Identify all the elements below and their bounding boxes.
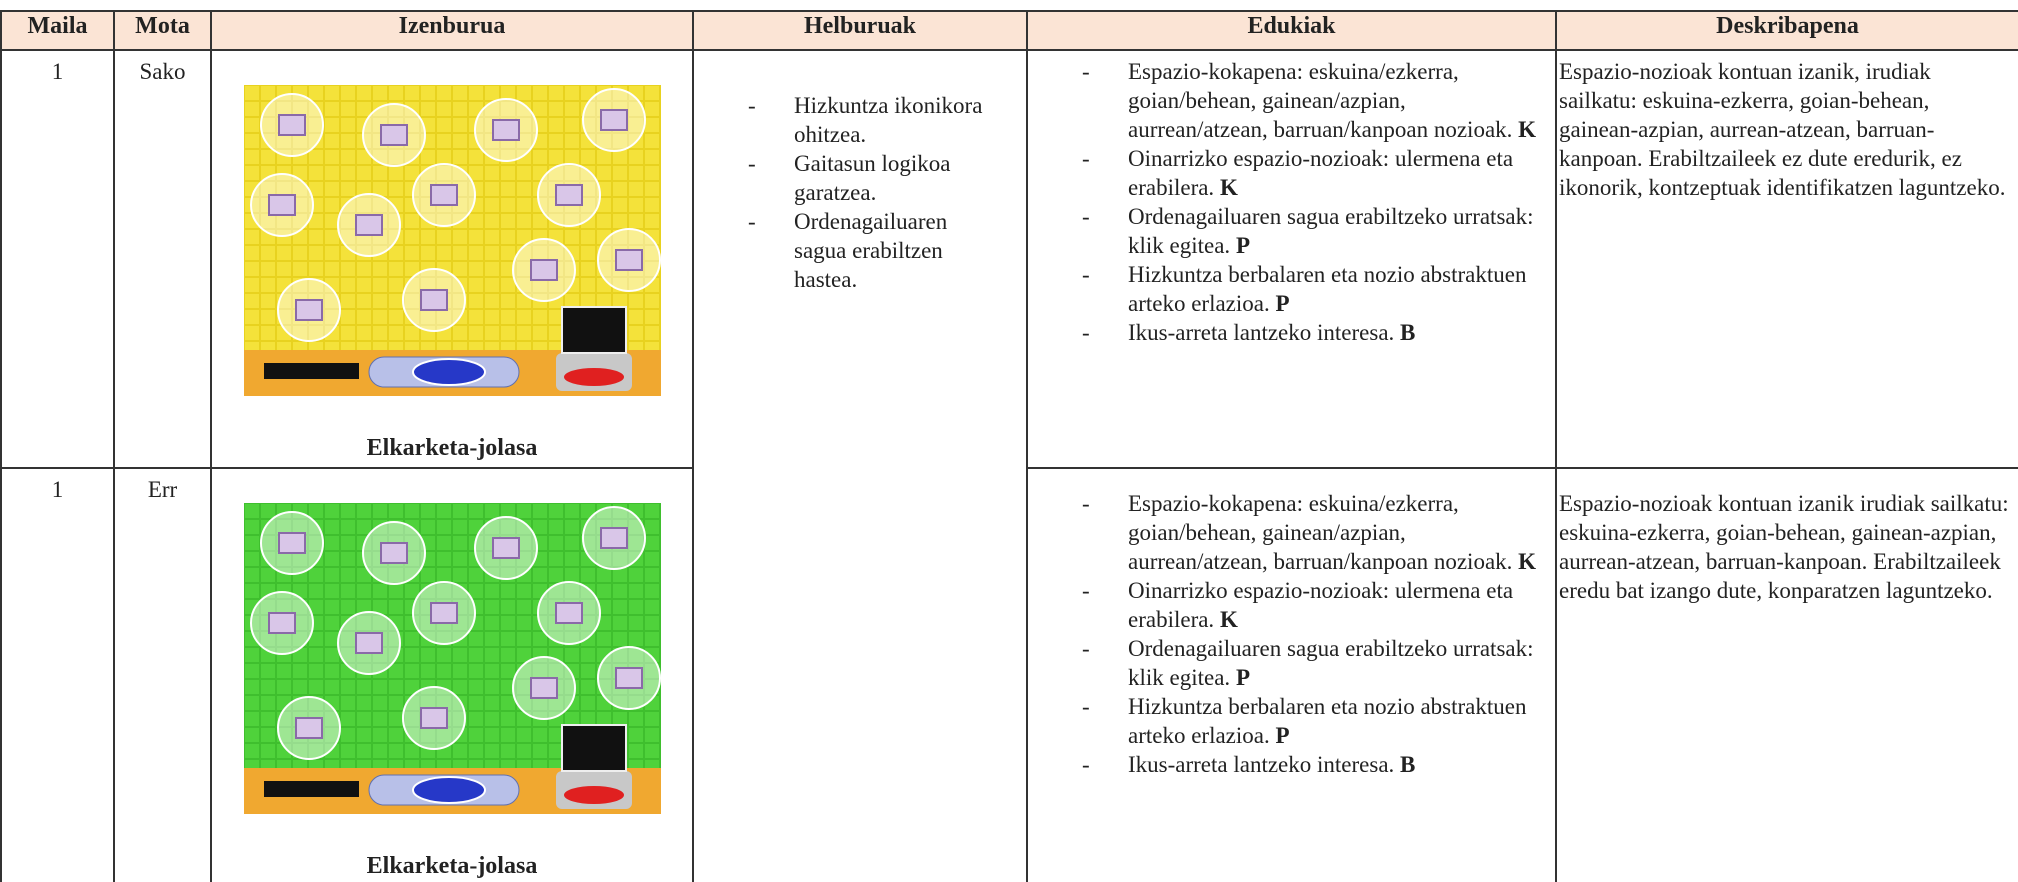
- screenshot-shape: [354, 214, 383, 236]
- screenshot-shape: [554, 602, 583, 624]
- game-screenshot: [243, 503, 661, 814]
- content-text: Ordenagailuaren sagua erabiltzeko urrats…: [1128, 204, 1534, 258]
- screenshot-shape: [614, 667, 643, 689]
- header-row: Maila Mota Izenburua Helburuak Edukiak D…: [0, 10, 2018, 51]
- content-list: Espazio-kokapena: eskuina/ezkerra, goian…: [1028, 489, 1555, 779]
- content-text: Espazio-kokapena: eskuina/ezkerra, goian…: [1128, 59, 1513, 142]
- content-code: K: [1219, 607, 1238, 632]
- content-text: Ikus-arreta lantzeko interesa.: [1128, 320, 1395, 345]
- maila-cell: 1: [0, 49, 115, 469]
- content-text: Oinarrizko espazio-nozioak: ulermena eta…: [1128, 578, 1514, 632]
- screenshot-shape: [563, 786, 624, 804]
- screenshot-shape: [560, 724, 627, 772]
- content-item: Oinarrizko espazio-nozioak: ulermena eta…: [1028, 576, 1555, 634]
- content-code: P: [1235, 665, 1250, 690]
- header-cell: Helburuak: [692, 10, 1028, 51]
- goal-item: Gaitasun logikoa garatzea.: [694, 149, 1026, 207]
- screenshot-shape: [599, 109, 628, 131]
- screenshot-shape: [277, 532, 306, 554]
- header-cell: Deskribapena: [1555, 10, 2018, 51]
- screenshot-shape: [560, 306, 627, 354]
- screenshot-shape: [294, 717, 323, 739]
- content-list: Espazio-kokapena: eskuina/ezkerra, goian…: [1028, 57, 1555, 347]
- screenshot-shape: [563, 368, 624, 386]
- screenshot-shape: [267, 194, 296, 216]
- screenshot-shape: [529, 677, 558, 699]
- screenshot-shape: [614, 249, 643, 271]
- deskribapena-cell: Espazio-nozioak kontuan izanik, irudiak …: [1555, 49, 2018, 469]
- content-code: K: [1219, 175, 1238, 200]
- screenshot-shape: [354, 632, 383, 654]
- screenshot-shape: [379, 542, 408, 564]
- deskribapena-cell: Espazio-nozioak kontuan izanik irudiak s…: [1555, 467, 2018, 882]
- header-cell: Maila: [0, 10, 115, 51]
- goal-list: Hizkuntza ikonikora ohitzea.Gaitasun log…: [694, 91, 1026, 294]
- content-item: Hizkuntza berbalaren eta nozio abstraktu…: [1028, 260, 1555, 318]
- screenshot-shape: [554, 184, 583, 206]
- screenshot-shape: [379, 124, 408, 146]
- content-code: P: [1275, 291, 1290, 316]
- screenshot-shape: [263, 363, 359, 379]
- row: 1 Err Elkarketa-jolasa Espazio-kokapena:…: [0, 467, 2018, 882]
- mota-cell: Err: [113, 467, 212, 882]
- content-code: B: [1400, 320, 1416, 345]
- screenshot-shape: [529, 259, 558, 281]
- goal-item: Ordenagailuaren sagua erabiltzen hastea.: [694, 207, 1026, 294]
- content-item: Espazio-kokapena: eskuina/ezkerra, goian…: [1028, 57, 1555, 144]
- content-text: Espazio-kokapena: eskuina/ezkerra, goian…: [1128, 491, 1513, 574]
- content-item: Espazio-kokapena: eskuina/ezkerra, goian…: [1028, 489, 1555, 576]
- helburuak-cell: Hizkuntza ikonikora ohitzea.Gaitasun log…: [692, 49, 1028, 882]
- screenshot-shape: [491, 537, 520, 559]
- content-item: Ordenagailuaren sagua erabiltzeko urrats…: [1028, 634, 1555, 692]
- screenshot-shape: [267, 612, 296, 634]
- content-text: Oinarrizko espazio-nozioak: ulermena eta…: [1128, 146, 1514, 200]
- caption: Elkarketa-jolasa: [366, 435, 538, 461]
- header-cell: Izenburua: [210, 10, 694, 51]
- content-code: P: [1235, 233, 1250, 258]
- izenburua-cell: Elkarketa-jolasa: [210, 467, 694, 882]
- goal-item: Hizkuntza ikonikora ohitzea.: [694, 91, 1026, 149]
- screenshot-shape: [294, 299, 323, 321]
- page: Maila Mota Izenburua Helburuak Edukiak D…: [0, 10, 2018, 882]
- screenshot-shape: [429, 184, 458, 206]
- content-item: Hizkuntza berbalaren eta nozio abstraktu…: [1028, 692, 1555, 750]
- content-item: Ikus-arreta lantzeko interesa. B: [1028, 750, 1555, 779]
- game-table: Maila Mota Izenburua Helburuak Edukiak D…: [0, 10, 2018, 882]
- screenshot-shape: [429, 602, 458, 624]
- content-code: P: [1275, 723, 1290, 748]
- content-item: Ordenagailuaren sagua erabiltzeko urrats…: [1028, 202, 1555, 260]
- screenshot-shape: [419, 289, 448, 311]
- maila-cell: 1: [0, 467, 115, 882]
- content-code: B: [1400, 752, 1416, 777]
- content-code: K: [1518, 549, 1537, 574]
- edukiak-cell: Espazio-kokapena: eskuina/ezkerra, goian…: [1026, 467, 1557, 882]
- header-cell: Edukiak: [1026, 10, 1557, 51]
- izenburua-cell: Elkarketa-jolasa: [210, 49, 694, 469]
- screenshot-shape: [491, 119, 520, 141]
- screenshot-shape: [411, 358, 486, 386]
- content-text: Ikus-arreta lantzeko interesa.: [1128, 752, 1395, 777]
- game-screenshot: [243, 85, 661, 396]
- screenshot-shape: [599, 527, 628, 549]
- screenshot-shape: [263, 781, 359, 797]
- content-text: Ordenagailuaren sagua erabiltzeko urrats…: [1128, 636, 1534, 690]
- screenshot-shape: [277, 114, 306, 136]
- content-code: K: [1518, 117, 1537, 142]
- content-item: Ikus-arreta lantzeko interesa. B: [1028, 318, 1555, 347]
- content-item: Oinarrizko espazio-nozioak: ulermena eta…: [1028, 144, 1555, 202]
- content-text: Hizkuntza berbalaren eta nozio abstraktu…: [1128, 694, 1527, 748]
- header-cell: Mota: [113, 10, 212, 51]
- row: 1 Sako Elkarketa-jolasa Hizkuntza ikonik…: [0, 49, 2018, 882]
- caption: Elkarketa-jolasa: [366, 853, 538, 879]
- screenshot-shape: [419, 707, 448, 729]
- edukiak-cell: Espazio-kokapena: eskuina/ezkerra, goian…: [1026, 49, 1557, 469]
- mota-cell: Sako: [113, 49, 212, 469]
- screenshot-shape: [411, 776, 486, 804]
- content-text: Hizkuntza berbalaren eta nozio abstraktu…: [1128, 262, 1527, 316]
